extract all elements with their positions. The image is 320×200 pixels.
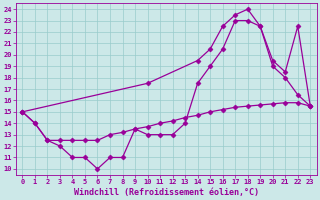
X-axis label: Windchill (Refroidissement éolien,°C): Windchill (Refroidissement éolien,°C) [74,188,259,197]
